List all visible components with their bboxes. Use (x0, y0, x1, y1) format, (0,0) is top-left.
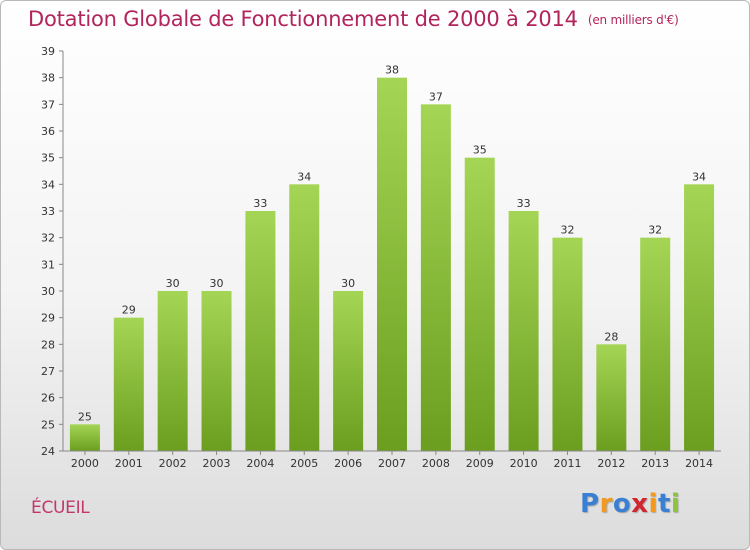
bar-value-label: 30 (210, 277, 224, 290)
bar-value-label: 30 (166, 277, 180, 290)
bar (464, 157, 495, 451)
bar-value-label: 34 (297, 170, 311, 183)
x-tick-label: 2010 (510, 457, 538, 470)
y-tick-label: 32 (41, 232, 55, 245)
bar-value-label: 28 (604, 330, 618, 343)
bar (289, 184, 320, 452)
bar-value-label: 38 (385, 64, 399, 77)
y-axis: 24 25 26 27 28 29 30 31 32 33 34 35 36 37 38 39 (41, 45, 64, 458)
y-tick-label: 37 (41, 98, 55, 111)
bar-value-label: 32 (648, 224, 662, 237)
bar (157, 291, 188, 451)
logo-letter: r (599, 489, 613, 519)
y-tick-label: 26 (41, 392, 55, 405)
y-tick-label: 28 (41, 338, 55, 351)
y-tick-label: 34 (41, 178, 55, 191)
x-tick-label: 2011 (553, 457, 581, 470)
chart-title: Dotation Globale de Fonctionnement de 20… (28, 7, 679, 31)
bar-value-label: 25 (78, 410, 92, 423)
x-tick-label: 2000 (71, 457, 99, 470)
bar-value-label: 32 (560, 224, 574, 237)
bar-value-label: 30 (341, 277, 355, 290)
x-tick-label: 2007 (378, 457, 406, 470)
bar (201, 291, 232, 451)
bar (552, 237, 583, 451)
bar-value-label: 33 (253, 197, 267, 210)
x-tick-label: 2012 (597, 457, 625, 470)
x-tick-label: 2003 (203, 457, 231, 470)
x-tick-label: 2004 (246, 457, 274, 470)
y-tick-label: 36 (41, 125, 55, 138)
bar (113, 317, 144, 451)
bar (245, 211, 276, 451)
bar (420, 104, 451, 451)
x-tick-label: 2014 (685, 457, 713, 470)
bars-group: 25 29 30 30 33 34 30 38 37 35 33 32 28 32 34 (69, 64, 715, 452)
bar (377, 77, 407, 452)
chart-title-text: Dotation Globale de Fonctionnement de 20… (28, 7, 578, 31)
bar-value-label: 35 (473, 144, 487, 157)
logo-letter: P (580, 489, 600, 519)
logo-letter: t (657, 489, 671, 519)
y-tick-label: 38 (41, 72, 55, 85)
commune-name: ÉCUEIL (31, 498, 90, 518)
proxiti-logo[interactable]: Proxiti (580, 489, 680, 519)
logo-letter: i (648, 489, 658, 519)
logo-letter: o (612, 489, 632, 519)
bar (596, 344, 627, 451)
x-tick-label: 2008 (422, 457, 450, 470)
y-tick-label: 39 (41, 45, 55, 58)
logo-letter: i (670, 489, 681, 519)
bar (684, 184, 715, 452)
bar (69, 424, 100, 451)
bar (640, 237, 671, 451)
x-tick-label: 2006 (334, 457, 362, 470)
x-tick-label: 2001 (115, 457, 143, 470)
y-tick-label: 35 (41, 152, 55, 165)
y-tick-label: 29 (41, 312, 55, 325)
bar-value-label: 29 (122, 304, 136, 317)
y-tick-label: 24 (41, 445, 55, 458)
x-tick-label: 2013 (641, 457, 669, 470)
y-tick-label: 31 (41, 258, 55, 271)
bar-value-label: 34 (692, 170, 706, 183)
bar (333, 291, 364, 451)
x-tick-label: 2002 (159, 457, 187, 470)
x-axis: 2000 2001 2002 2003 2004 2005 2006 2007 2008 2009… (63, 450, 721, 470)
y-tick-label: 33 (41, 205, 55, 218)
bar-value-label: 37 (429, 90, 443, 103)
chart-unit-label: (en milliers d'€) (587, 13, 679, 27)
y-tick-label: 25 (41, 418, 55, 431)
logo-letter: x (631, 489, 649, 519)
x-tick-label: 2009 (466, 457, 494, 470)
bar-value-label: 33 (517, 197, 531, 210)
y-tick-label: 27 (41, 365, 55, 378)
y-tick-label: 30 (41, 285, 55, 298)
x-tick-label: 2005 (290, 457, 318, 470)
bar (508, 211, 539, 451)
